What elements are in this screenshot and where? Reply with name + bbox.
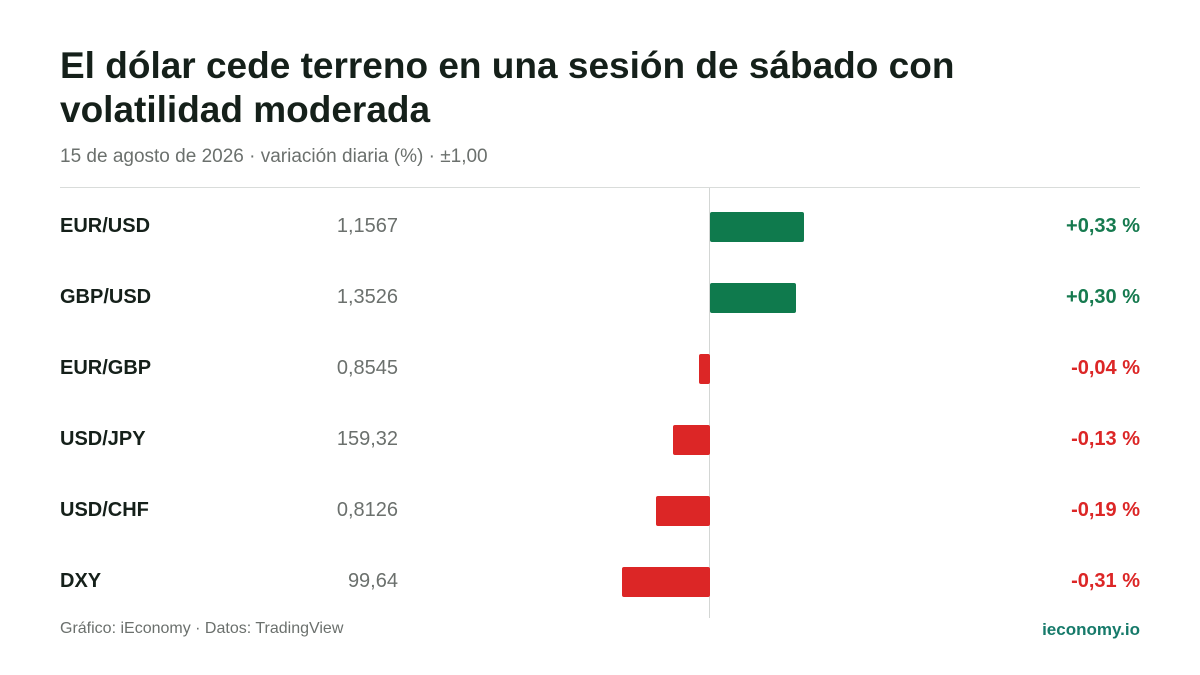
price-value: 99,64 xyxy=(347,570,398,592)
change-label: +0,33 % xyxy=(1066,215,1140,237)
change-bar xyxy=(710,283,796,313)
change-bar xyxy=(672,425,710,455)
price-value: 0,8126 xyxy=(336,499,398,521)
change-bar xyxy=(621,567,710,597)
price-value: 159,32 xyxy=(336,428,398,450)
pair-label: GBP/USD xyxy=(60,286,152,308)
table-row: EUR/USD 1,1567 +0,33 % xyxy=(0,191,1200,262)
change-label: -0,31 % xyxy=(1071,570,1140,592)
change-label: -0,13 % xyxy=(1071,428,1140,450)
pair-label: EUR/USD xyxy=(60,215,151,237)
pair-label: EUR/GBP xyxy=(60,357,152,379)
change-bar xyxy=(655,496,710,526)
header-divider xyxy=(60,187,1140,188)
change-bar xyxy=(698,354,710,384)
change-label: +0,30 % xyxy=(1066,286,1140,308)
pair-label: USD/CHF xyxy=(60,499,149,521)
change-label: -0,04 % xyxy=(1071,357,1140,379)
table-row: DXY 99,64 -0,31 % xyxy=(0,546,1200,617)
zero-axis-line xyxy=(709,188,710,618)
table-row: EUR/GBP 0,8545 -0,04 % xyxy=(0,333,1200,404)
change-label: -0,19 % xyxy=(1071,499,1140,521)
brand-link[interactable]: ieconomy.io xyxy=(1042,620,1140,639)
table-row: GBP/USD 1,3526 +0,30 % xyxy=(0,262,1200,333)
source-credit: Gráfico: iEconomy · Datos: TradingView xyxy=(60,620,344,637)
pair-label: USD/JPY xyxy=(60,428,146,450)
table-row: USD/JPY 159,32 -0,13 % xyxy=(0,404,1200,475)
price-value: 0,8545 xyxy=(336,357,398,379)
chart-subtitle: 15 de agosto de 2026 · variación diaria … xyxy=(60,146,488,167)
price-value: 1,1567 xyxy=(336,215,398,237)
pair-label: DXY xyxy=(60,570,102,592)
price-value: 1,3526 xyxy=(336,286,398,308)
change-bar xyxy=(710,212,805,242)
table-row: USD/CHF 0,8126 -0,19 % xyxy=(0,475,1200,546)
chart-title: El dólar cede terreno en una sesión de s… xyxy=(60,45,955,130)
